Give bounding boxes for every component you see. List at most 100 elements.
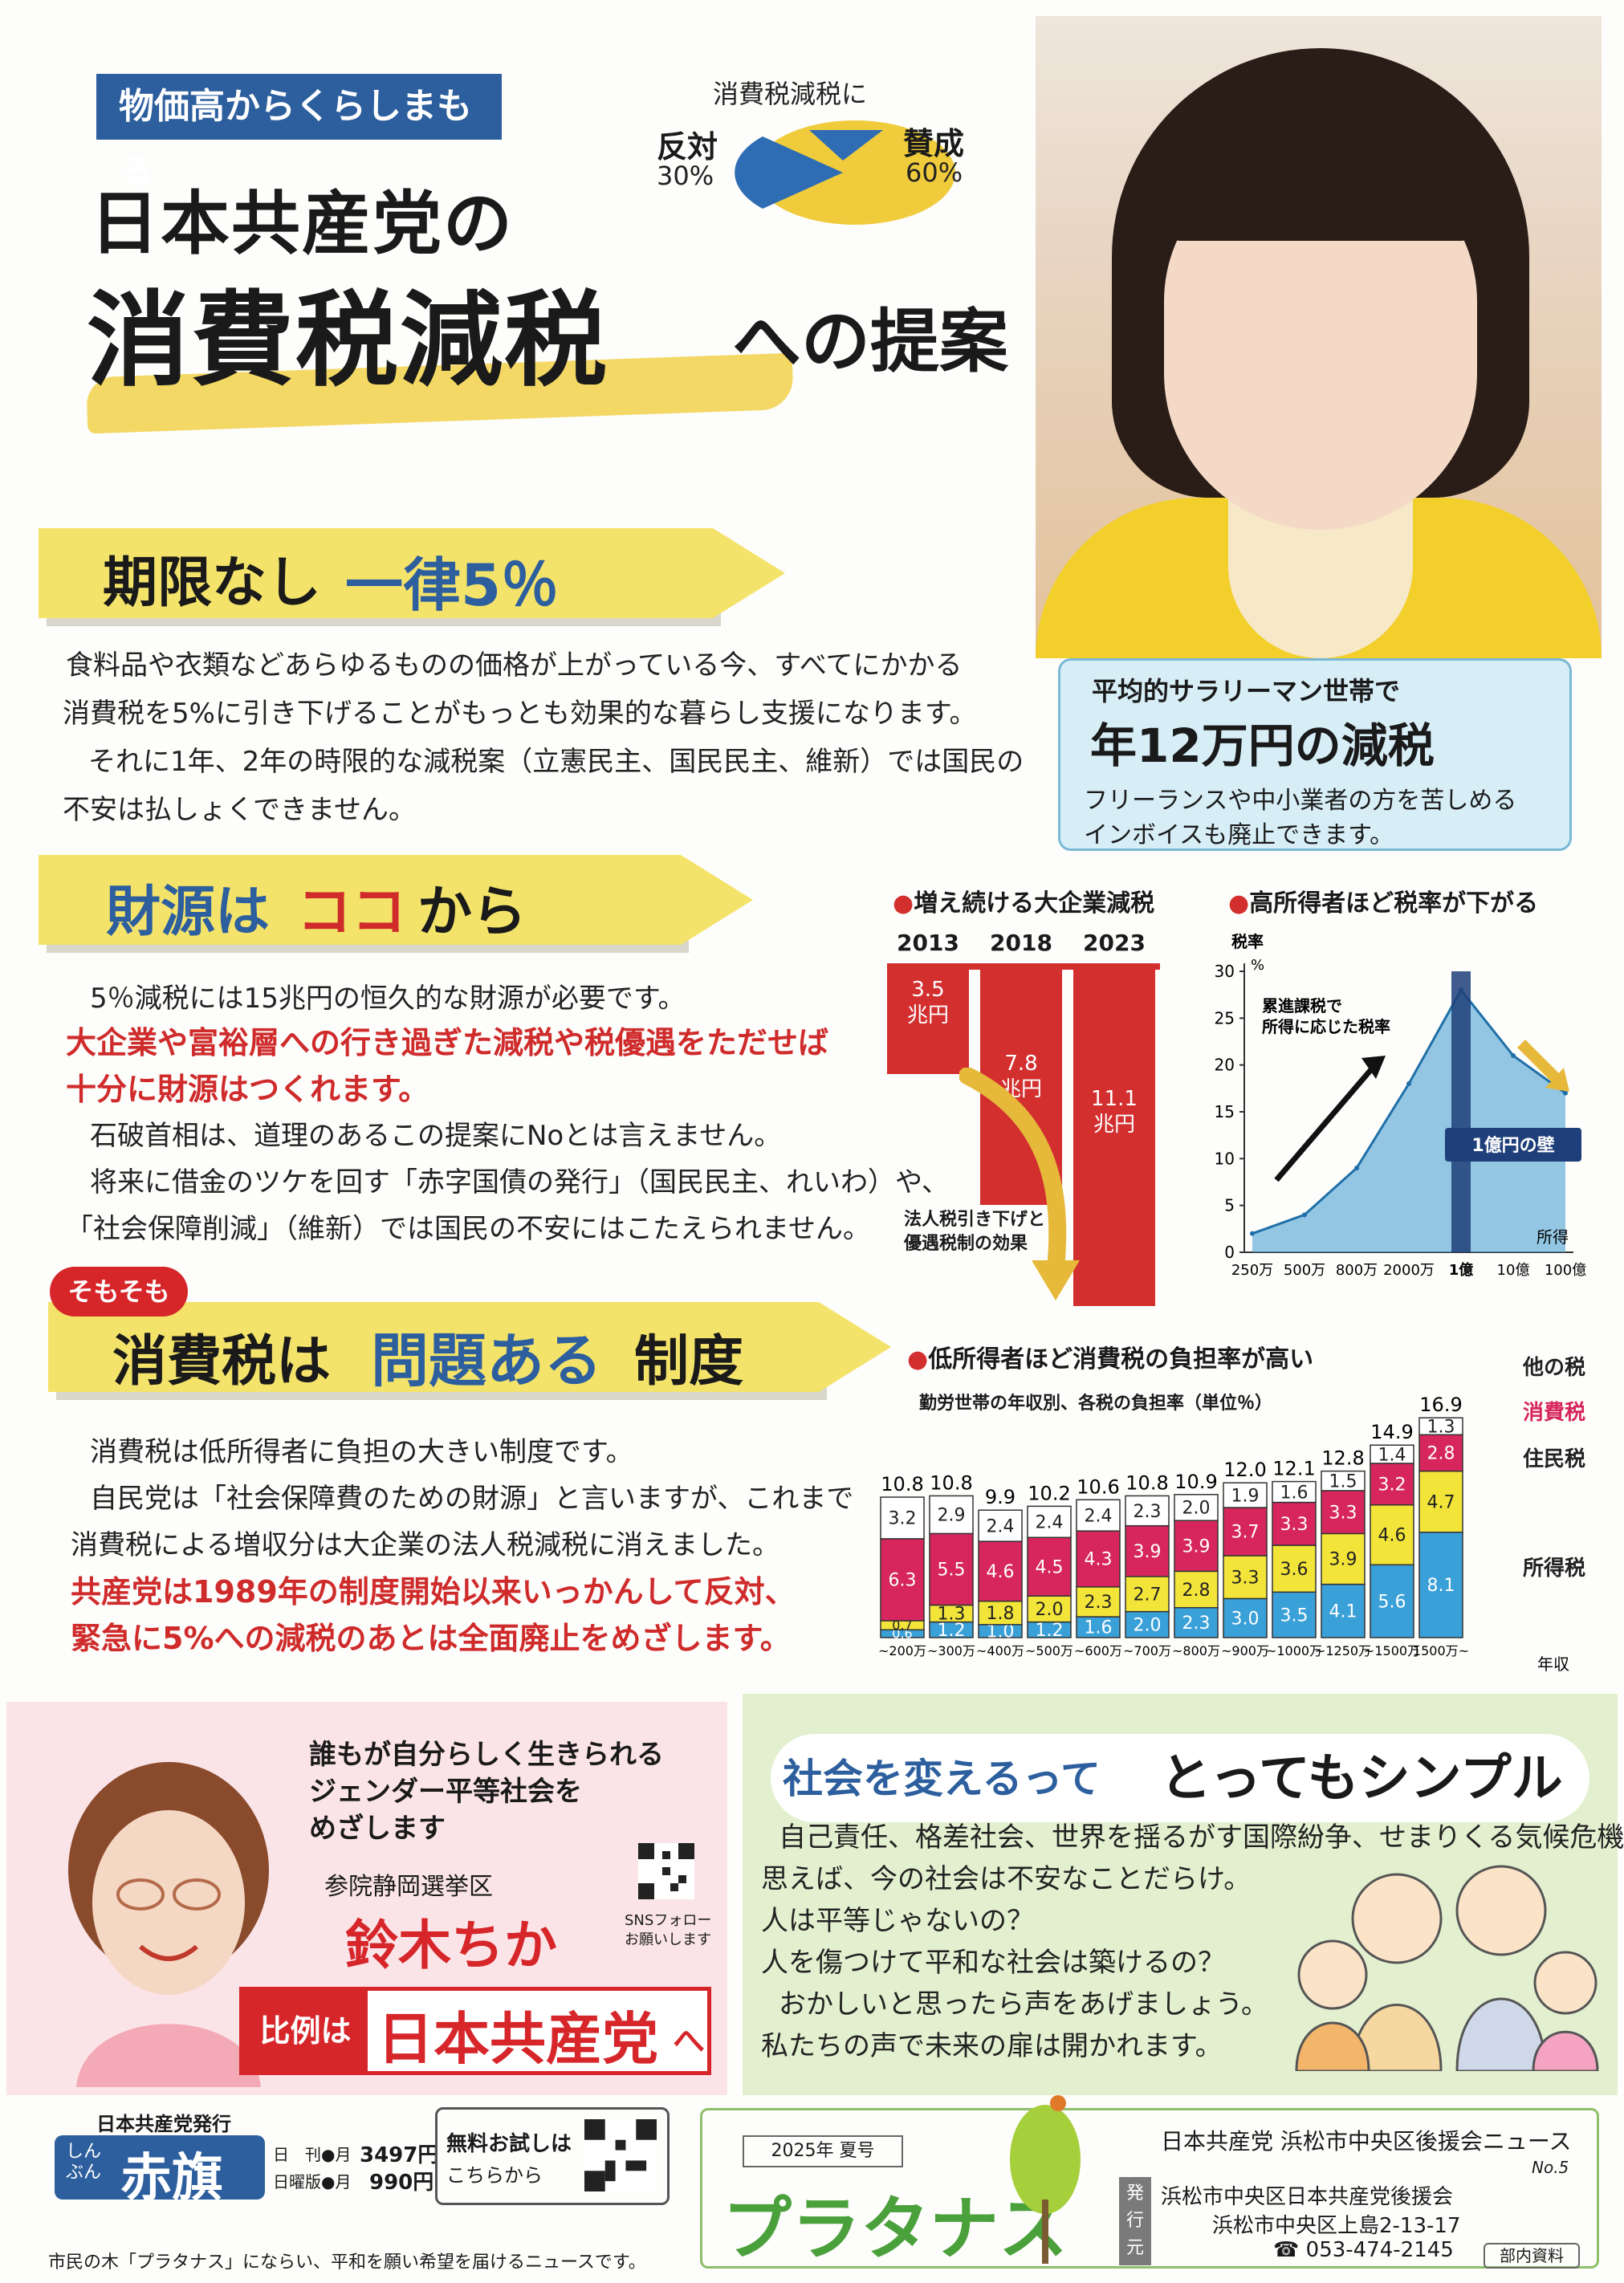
chart2-down-arrowhead <box>1545 1068 1569 1092</box>
chart3-segment-label: 3.9 <box>1134 1542 1162 1562</box>
issue-label: 2025年 夏号 <box>743 2135 903 2167</box>
chart1-value-label: 11.1 兆円 <box>1073 1086 1155 1137</box>
society-line3: 人は平等じゃないの？ <box>761 1905 1034 1937</box>
pie-title: 消費税減税に <box>713 79 868 109</box>
chart3-segment <box>880 1538 925 1622</box>
footer-motto: 市民の木「プラタナス」にならい、平和を願い希望を届けるニュースです。 <box>48 2252 646 2273</box>
family-illustration <box>1295 1865 1599 2071</box>
section3-red2: 緊急に5%への減税のあとは全面廃止をめざします。 <box>71 1621 791 1656</box>
candidate-district: 参院静岡選挙区 <box>324 1873 493 1901</box>
tipbox-line3: フリーランスや中小業者の方を苦しめる <box>1084 787 1517 815</box>
chart3-segment-label: 3.7 <box>1231 1523 1260 1543</box>
chart2-x-tick-label: 1億 <box>1449 1261 1474 1279</box>
chart3-total-label: 12.1 <box>1272 1458 1315 1480</box>
section3-heading-c: 制度 <box>634 1330 744 1394</box>
chart1-value: 11.1 <box>1091 1086 1138 1111</box>
chart2-y-tick-label: 25 <box>1215 1008 1235 1028</box>
chart3-category-label: ~900万 <box>1221 1643 1269 1658</box>
section3-badge: そもそも <box>50 1267 188 1316</box>
issuer-label: 発行元 <box>1119 2177 1151 2265</box>
chart1-curved-arrow <box>959 1068 1080 1300</box>
chart3-segment <box>1125 1524 1170 1577</box>
chart3-segment-label: 1.6 <box>1280 1483 1309 1503</box>
chart3-total-label: 10.6 <box>1077 1475 1119 1498</box>
chart3-segment <box>1321 1490 1366 1535</box>
society-line1: 自己責任、格差社会、世界を揺るがす国際紛争、せまりくる気候危機 <box>779 1821 1624 1854</box>
chart2-annotation-2: 所得に応じた税率 <box>1262 1017 1390 1036</box>
society-heading-b: とってもシンプル <box>1160 1749 1563 1809</box>
trial-qr-code[interactable] <box>584 2119 657 2191</box>
section2-heading-a: 財源は <box>106 881 271 944</box>
chart3-segment <box>1223 1482 1268 1508</box>
section2-p2: 石破首相は、道理のあるこの提案にNoとは言えません。 <box>90 1120 782 1152</box>
footer-daily-price: 3497円 <box>360 2143 439 2167</box>
chart3-category-label: ~500万 <box>1025 1643 1073 1658</box>
chart2-y-unit: % <box>1251 957 1264 974</box>
chart3-title: 低所得者ほど消費税の負担率が高い <box>928 1345 1314 1373</box>
photo-fringe <box>1156 104 1485 241</box>
chart3-segment <box>1418 1417 1463 1436</box>
chart3-segment-label: 2.4 <box>1085 1506 1113 1526</box>
chart3-segment-label: 4.6 <box>1378 1526 1406 1546</box>
chart3-segment <box>1223 1597 1268 1638</box>
chart3-segment <box>1272 1480 1317 1504</box>
chart3-segment-label: 4.6 <box>987 1562 1015 1582</box>
chart2-x-tick-label: 500万 <box>1284 1262 1325 1279</box>
chart2-point <box>1563 1090 1568 1096</box>
chart3-segment-label: 1.5 <box>1329 1471 1357 1491</box>
candidate-portrait <box>68 1762 269 2087</box>
platanus-tree-icon <box>1010 2095 1081 2264</box>
footer-sunday: 日曜版●月 <box>273 2172 352 2191</box>
chart3-category-label: ~300万 <box>927 1643 975 1658</box>
footer-daily: 日 刊●月 <box>273 2145 352 2164</box>
chart3-segment-label: 3.9 <box>1182 1536 1211 1557</box>
chart3-legend-label: 消費税 <box>1523 1401 1585 1425</box>
org-name: 浜松市中央区日本共産党後援会 <box>1161 2185 1454 2209</box>
section3-red1: 共産党は1989年の制度開始以来いっかんして反対、 <box>71 1574 796 1609</box>
chart3-category-label: ~700万 <box>1123 1643 1171 1658</box>
pie-for-pct: 60% <box>906 157 963 188</box>
chart3-segment <box>1027 1536 1072 1597</box>
chart3-segment-label: 6.3 <box>889 1571 917 1591</box>
chart3-segment-label: 1.2 <box>938 1621 966 1641</box>
section1-p2: 消費税を5%に引き下げることがもっとも効果的な暮らし支援になります。 <box>63 698 977 730</box>
chart3-total-label: 14.9 <box>1370 1421 1413 1443</box>
pie-against-pct: 30% <box>657 161 714 191</box>
chart3-segment-label: 3.5 <box>1280 1605 1309 1626</box>
trial-box[interactable] <box>435 2107 670 2205</box>
chart1-value-label: 3.5 兆円 <box>887 977 969 1028</box>
chart1-annotation: 法人税引き下げと 優遇税制の効果 <box>904 1208 1045 1256</box>
society-line2: 思えば、今の社会は不安なことだらけ。 <box>761 1863 1252 1895</box>
chart3-segment <box>1223 1555 1268 1600</box>
akahata-logo-small: しんぶん <box>66 2142 102 2183</box>
chart3-segment-label: 2.3 <box>1134 1502 1162 1522</box>
chart3-segment <box>1418 1532 1463 1638</box>
sns-qr-code[interactable] <box>638 1843 694 1899</box>
org-title: 日本共産党 浜松市中央区後援会ニュース <box>1161 2128 1572 2155</box>
section1-p4: 不安は払しょくできません。 <box>63 794 416 826</box>
chart3-category-label: ~800万 <box>1172 1643 1220 1658</box>
chart3-segment-label: 1.6 <box>1085 1618 1113 1638</box>
chart2-point <box>1354 1166 1359 1170</box>
section3-banner-arrow <box>819 1302 891 1392</box>
section2-banner <box>39 855 681 945</box>
chart3-category-label: ~1250万 <box>1315 1643 1371 1658</box>
chart3-segment-label: 2.8 <box>1427 1444 1455 1464</box>
chart3-total-label: 10.9 <box>1174 1471 1217 1493</box>
chart1-annotation-line2: 優遇税制の効果 <box>904 1234 1028 1254</box>
candidate-photo <box>1036 16 1602 658</box>
chart1-bar <box>1073 967 1155 1306</box>
section3-banner <box>48 1302 819 1392</box>
section2-heading-c: から <box>417 881 527 944</box>
chart3-category-label: ~1000万 <box>1266 1643 1322 1658</box>
chart3-total-label: 12.0 <box>1223 1459 1266 1481</box>
chart3-segment-label: 0.7 <box>892 1618 912 1633</box>
chart1-title: 増え続ける大企業減税 <box>914 889 1155 918</box>
footer-sunday-price: 990円 <box>369 2171 434 2195</box>
chart3-segment-label: 5.6 <box>1378 1592 1406 1612</box>
section1-p3: それに1年、2年の時限的な減税案（立憲民主、国民民主、維新）では国民の <box>88 746 1024 778</box>
chart1-value: 3.5 <box>911 978 945 1002</box>
chart3-segment-label: 2.9 <box>938 1506 966 1526</box>
chart3-segment-label: 2.4 <box>987 1516 1015 1536</box>
chart2-x-tick-label: 2000万 <box>1383 1262 1435 1279</box>
